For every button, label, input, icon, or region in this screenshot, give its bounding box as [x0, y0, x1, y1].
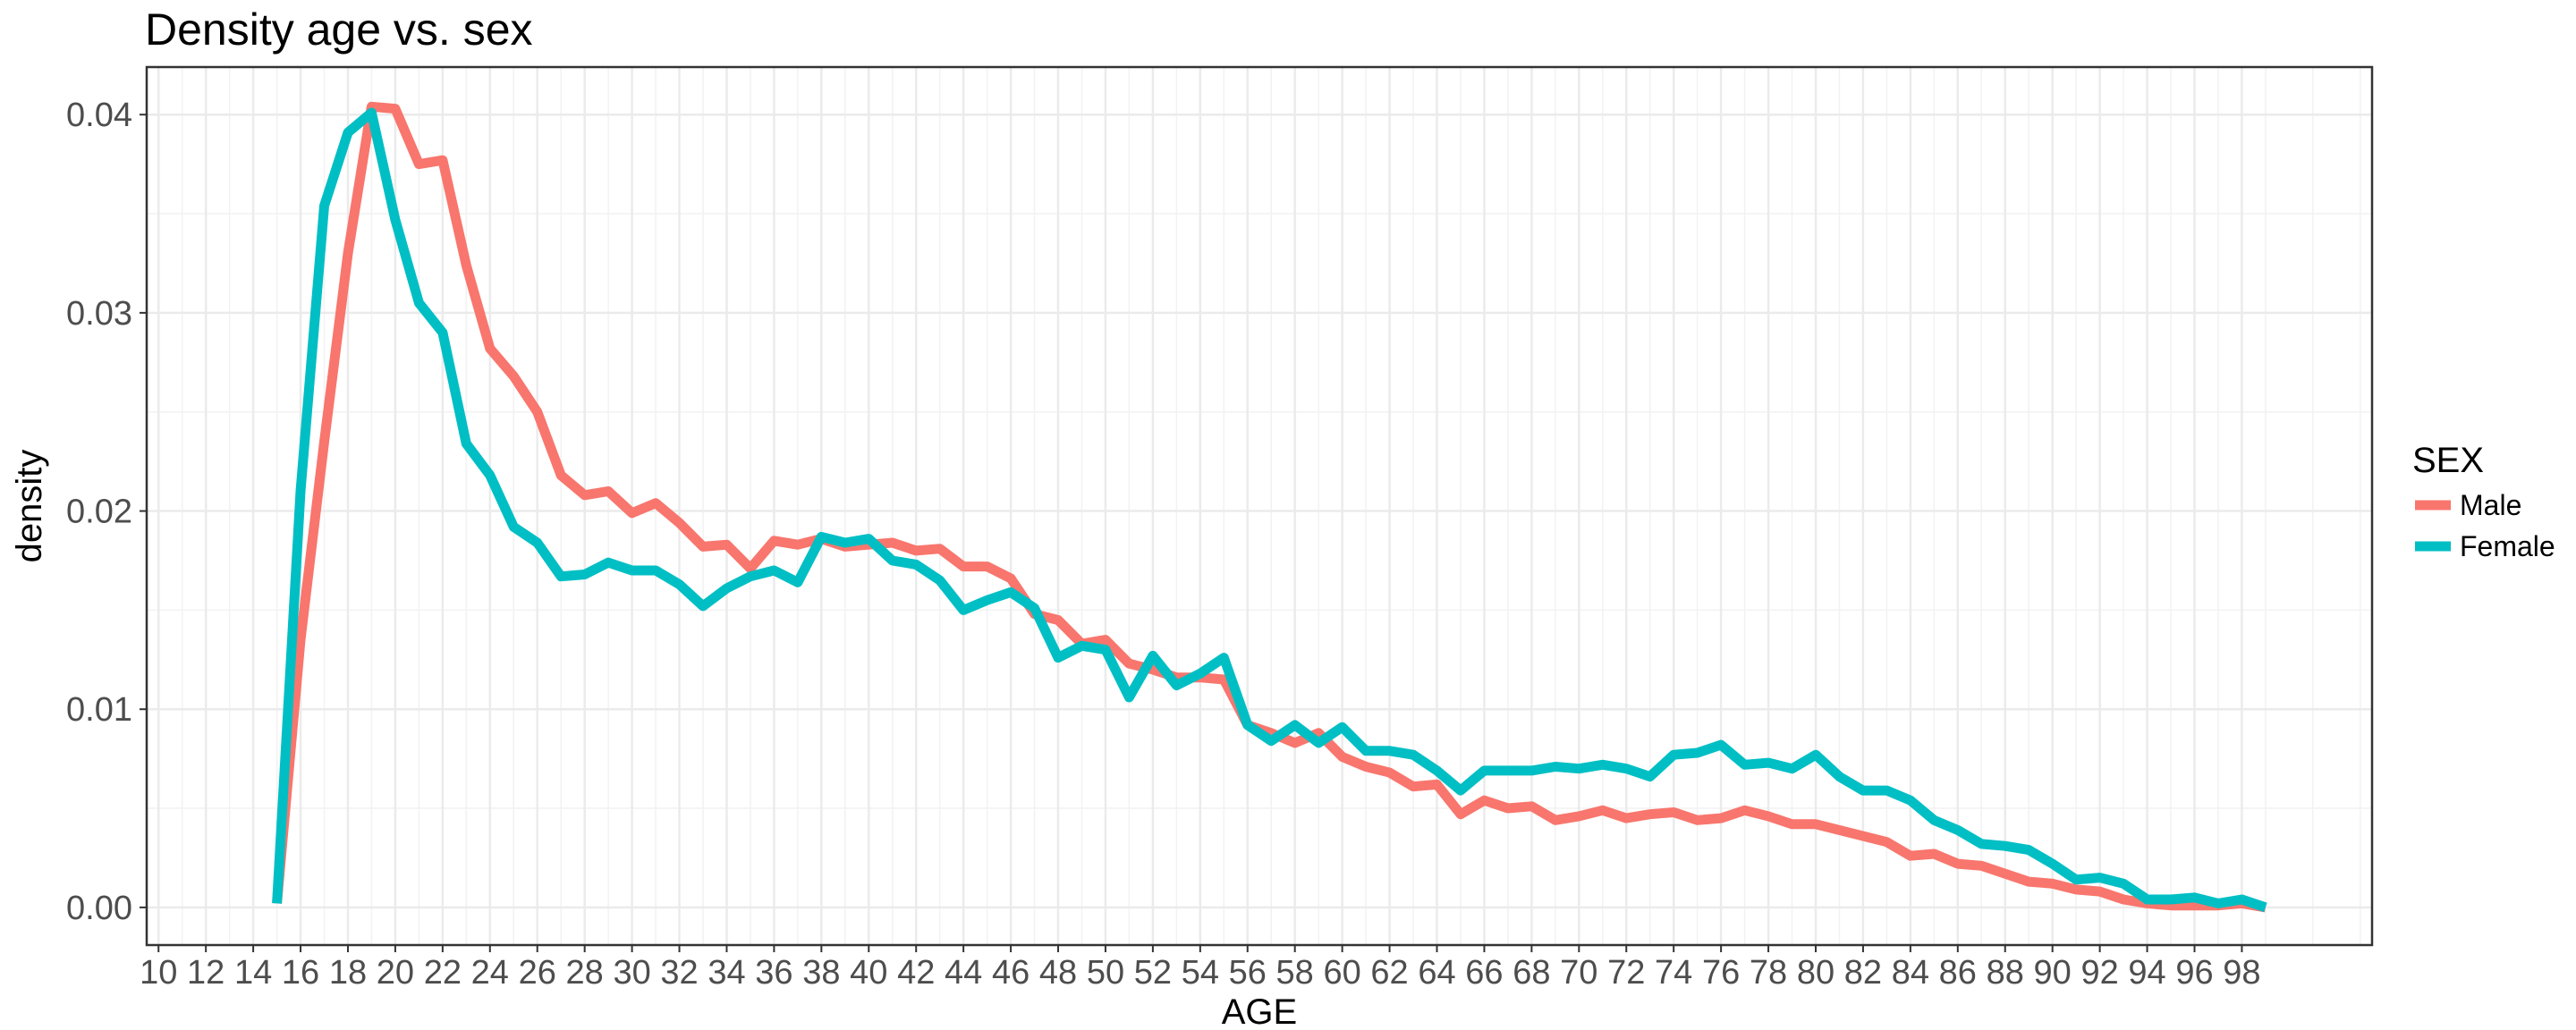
x-tick-label: 90	[2034, 954, 2072, 992]
plot-background	[147, 67, 2372, 945]
x-tick-label: 94	[2128, 954, 2165, 992]
x-tick-label: 58	[1276, 954, 1314, 992]
x-tick-label: 30	[613, 954, 650, 992]
x-tick-label: 14	[234, 954, 272, 992]
x-tick-label: 68	[1513, 954, 1550, 992]
x-tick-label: 86	[1939, 954, 1977, 992]
x-tick-label: 54	[1182, 954, 1219, 992]
x-tick-label: 26	[519, 954, 556, 992]
x-tick-label: 62	[1370, 954, 1408, 992]
x-tick-label: 72	[1607, 954, 1645, 992]
series-line-male	[272, 101, 2267, 913]
x-tick-label: 70	[1560, 954, 1597, 992]
x-tick-label: 12	[187, 954, 225, 992]
x-tick-label: 52	[1134, 954, 1172, 992]
x-tick-label: 84	[1892, 954, 1929, 992]
x-tick-label: 32	[660, 954, 698, 992]
y-axis-title: density	[10, 450, 49, 563]
x-tick-label: 64	[1418, 954, 1455, 992]
legend-item-male: Male	[2415, 489, 2521, 521]
x-tick-label: 88	[1987, 954, 2024, 992]
legend-item-female: Female	[2415, 530, 2555, 562]
plot-border	[145, 65, 2374, 947]
x-tick-label: 24	[471, 954, 509, 992]
x-tick-label: 46	[992, 954, 1030, 992]
series-line-female	[272, 107, 2267, 913]
legend: SEX Male Female	[2412, 441, 2555, 562]
y-tick-label: 0.00	[66, 890, 132, 927]
x-tick-label: 78	[1750, 954, 1787, 992]
chart-title: Density age vs. sex	[145, 4, 533, 55]
x-tick-label: 16	[282, 954, 319, 992]
x-tick-label: 38	[802, 954, 840, 992]
x-tick-label: 20	[377, 954, 414, 992]
x-tick-label: 10	[140, 954, 177, 992]
x-tick-label: 74	[1655, 954, 1692, 992]
x-tick-label: 92	[2080, 954, 2118, 992]
x-tick-label: 82	[1844, 954, 1882, 992]
plot-area	[140, 65, 2374, 952]
x-tick-label: 34	[708, 954, 745, 992]
x-tick-label: 42	[897, 954, 935, 992]
legend-title: SEX	[2412, 441, 2484, 480]
legend-label-female: Female	[2460, 530, 2555, 562]
x-tick-label: 28	[566, 954, 604, 992]
x-tick-label: 22	[424, 954, 462, 992]
y-tick-label: 0.04	[66, 97, 132, 134]
x-tick-label: 50	[1087, 954, 1124, 992]
x-tick-label: 76	[1702, 954, 1740, 992]
x-tick-label: 98	[2223, 954, 2260, 992]
x-axis-title: AGE	[1222, 992, 1297, 1030]
x-tick-label: 96	[2175, 954, 2213, 992]
x-tick-label: 48	[1039, 954, 1077, 992]
x-tick-label: 56	[1229, 954, 1267, 992]
y-tick-label: 0.03	[66, 295, 132, 333]
y-tick-label: 0.02	[66, 494, 132, 531]
legend-label-male: Male	[2460, 489, 2521, 521]
x-tick-label: 60	[1323, 954, 1360, 992]
x-tick-label: 80	[1797, 954, 1835, 992]
x-tick-label: 40	[850, 954, 887, 992]
x-tick-label: 66	[1465, 954, 1503, 992]
x-tick-label: 36	[755, 954, 792, 992]
x-tick-label: 18	[329, 954, 367, 992]
x-tick-label: 44	[945, 954, 982, 992]
y-tick-label: 0.01	[66, 691, 132, 729]
